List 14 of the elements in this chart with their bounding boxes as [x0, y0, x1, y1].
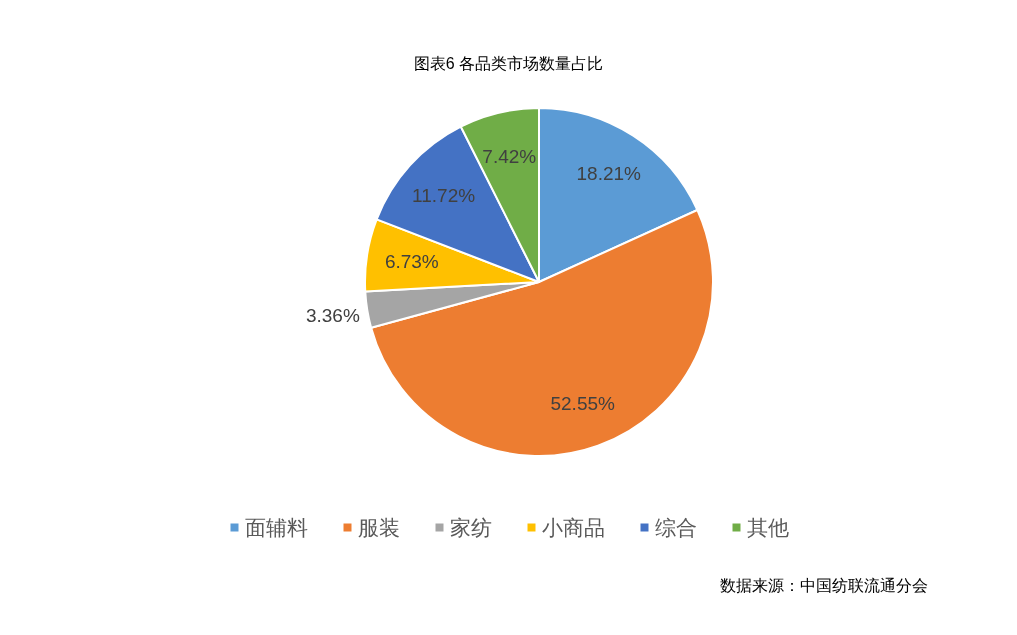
source-note: 数据来源：中国纺联流通分会	[720, 576, 928, 594]
data-label: 6.73%	[384, 251, 439, 273]
data-label: 11.72%	[412, 185, 476, 207]
legend-label: 服装	[357, 516, 400, 539]
data-label: 18.21%	[576, 163, 642, 185]
chart-title: 图表6 各品类市场数量占比	[413, 54, 604, 72]
legend-label: 小商品	[541, 516, 605, 539]
legend-label: 面辅料	[244, 516, 308, 539]
data-label: 7.42%	[482, 146, 537, 168]
legend-label: 综合	[654, 516, 697, 539]
data-label: 3.36%	[305, 304, 360, 326]
legend-label: 其他	[746, 516, 789, 539]
data-label: 52.55%	[550, 392, 616, 414]
legend-label: 家纺	[449, 516, 492, 539]
